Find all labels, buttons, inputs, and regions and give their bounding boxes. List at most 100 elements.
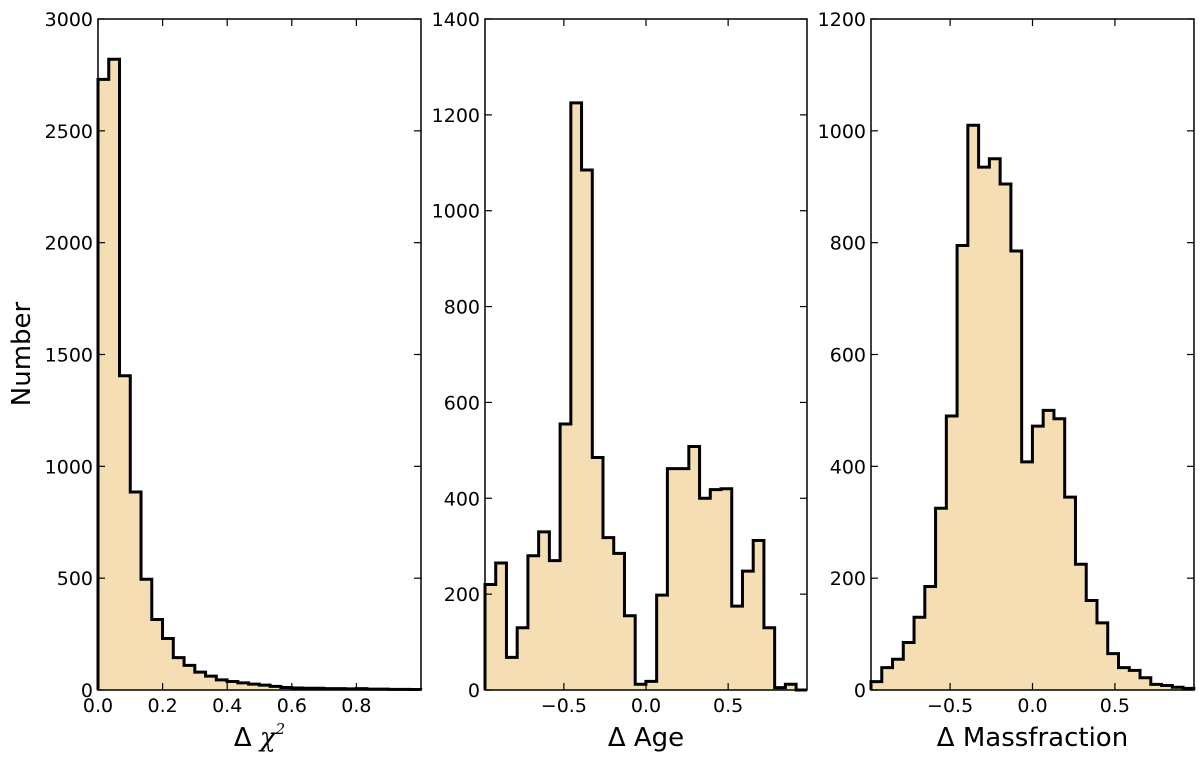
histogram-bar — [216, 679, 228, 690]
histogram-bar — [1043, 410, 1055, 690]
histogram-bar — [205, 676, 217, 690]
histogram-bar — [237, 682, 249, 690]
histogram-bar — [1000, 183, 1012, 690]
x-tick-label: 0.2 — [147, 695, 177, 717]
x-tick-label: −0.5 — [927, 695, 973, 717]
histogram-bar — [517, 627, 529, 690]
histogram-bar — [141, 579, 153, 690]
histogram-bar — [173, 657, 185, 690]
histogram-bar — [667, 468, 679, 690]
histogram-bar — [1140, 677, 1152, 690]
axes-frame — [484, 18, 808, 691]
histogram-bar — [699, 498, 711, 690]
y-tick-label: 500 — [57, 568, 93, 590]
x-axis-title: Δ Massfraction — [937, 723, 1128, 753]
y-tick-label: 200 — [830, 568, 866, 590]
x-tick-label: 0.6 — [277, 695, 307, 717]
histogram-bar — [763, 627, 776, 690]
y-tick-label: 600 — [444, 392, 480, 414]
histogram-bar — [914, 617, 926, 690]
histogram-bar — [678, 468, 690, 690]
axes-frame — [97, 18, 422, 691]
histogram-bar — [1150, 684, 1162, 690]
histogram-bar — [892, 659, 904, 690]
histogram-bar — [957, 245, 969, 690]
y-tick-label: 1500 — [45, 345, 93, 367]
histogram-bar — [721, 488, 733, 690]
y-tick-label: 800 — [830, 233, 866, 255]
histogram-bar — [1053, 418, 1066, 690]
histogram-bar — [871, 681, 883, 690]
histogram-outline — [483, 101, 807, 692]
x-tick-label: 0.8 — [341, 695, 371, 717]
histogram-panel-2: 0 200 400 600 800 1000 1200 1400 −0.5 0.0 0.5 Δ Age — [432, 9, 808, 753]
x-tick-label: 0.0 — [83, 695, 113, 717]
y-tick-label: 2500 — [45, 121, 93, 143]
y-tick-label: 1200 — [818, 9, 866, 31]
histogram-bar — [506, 657, 518, 690]
histogram-bar — [1075, 564, 1087, 690]
y-tick-label: 0 — [81, 680, 93, 702]
histogram-bar — [624, 615, 636, 690]
axes-frame — [870, 18, 1195, 691]
histogram-outline — [96, 57, 423, 692]
x-axis-title: Δ Age — [608, 723, 684, 753]
histogram-bar — [903, 642, 915, 690]
histogram-bar — [130, 492, 142, 690]
histogram-bar — [935, 508, 947, 690]
x-tick-label: 0.5 — [713, 695, 743, 717]
histogram-bar — [967, 125, 980, 690]
y-tick-label: 1200 — [432, 105, 480, 127]
histogram-bar — [194, 672, 206, 690]
histogram-bar — [645, 681, 658, 690]
histogram-panel-3: 0 200 400 600 800 1000 1200 −0.5 0.0 0.5 Δ Massfra… — [818, 9, 1196, 753]
histogram-bar — [248, 684, 260, 690]
y-tick-label: 1000 — [818, 121, 866, 143]
x-tick-label: 0.5 — [1100, 695, 1130, 717]
histogram-bar — [731, 606, 743, 690]
histogram-bar — [108, 59, 120, 690]
y-tick-label: 1000 — [45, 456, 93, 478]
histogram-bar — [485, 584, 497, 690]
y-tick-label: 400 — [444, 488, 480, 510]
histogram-bar — [570, 102, 582, 690]
histogram-bar — [227, 681, 239, 690]
histogram-bar — [1118, 667, 1130, 690]
y-tick-label: 400 — [830, 456, 866, 478]
histogram-bar — [978, 167, 990, 690]
histogram-bar — [989, 158, 1001, 690]
histogram-bar — [1107, 653, 1119, 690]
y-tick-label: 3000 — [45, 9, 93, 31]
histogram-bar — [151, 619, 163, 690]
y-tick-label: 600 — [830, 345, 866, 367]
histogram-bar — [549, 560, 561, 690]
histogram-bar — [753, 540, 765, 690]
histogram-bar — [1010, 251, 1023, 690]
x-tick-label: 0.4 — [212, 695, 242, 717]
histogram-panel-1: 0 500 1000 1500 2000 2500 3000 0.0 0.2 0.4 0.6 0.8 Δ… — [45, 9, 423, 753]
y-tick-label: 1400 — [432, 9, 480, 31]
y-tick-label: 0 — [854, 680, 866, 702]
histogram-bar — [259, 685, 271, 690]
histogram-bar — [98, 79, 110, 690]
histogram-bar — [742, 571, 754, 690]
y-tick-label: 2000 — [45, 233, 93, 255]
x-tick-label: −0.5 — [541, 695, 587, 717]
histogram-bar — [881, 667, 893, 690]
histogram-bar — [527, 555, 540, 690]
histogram-bars — [485, 102, 797, 691]
x-tick-label: 0.0 — [631, 695, 661, 717]
histogram-bar — [603, 537, 615, 690]
histogram-bar — [592, 457, 604, 690]
histogram-bar — [924, 586, 936, 690]
histogram-bar — [162, 638, 174, 690]
histogram-bar — [538, 531, 550, 690]
y-tick-label: 800 — [444, 297, 480, 319]
histogram-bar — [270, 686, 282, 690]
histogram-bar — [635, 684, 647, 690]
histogram-bar — [1096, 622, 1109, 690]
histogram-bar — [119, 375, 131, 690]
histogram-bar — [184, 665, 196, 690]
